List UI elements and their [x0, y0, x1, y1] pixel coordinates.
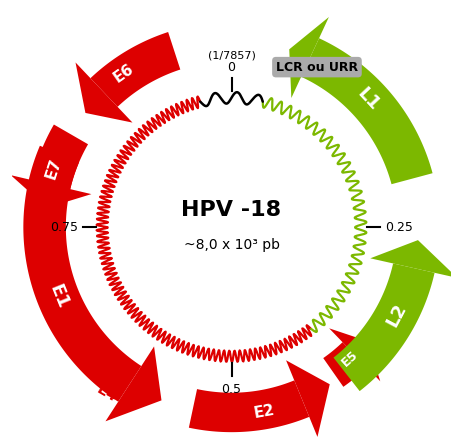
Polygon shape	[90, 32, 180, 107]
Text: E2: E2	[252, 403, 276, 421]
Polygon shape	[11, 175, 91, 208]
Polygon shape	[106, 347, 162, 421]
Polygon shape	[370, 240, 457, 278]
Text: E6: E6	[111, 61, 137, 86]
Text: LCR ou URR: LCR ou URR	[276, 60, 358, 74]
Text: E5: E5	[339, 348, 361, 370]
Polygon shape	[32, 124, 88, 189]
Text: L1: L1	[353, 85, 383, 115]
Polygon shape	[75, 63, 132, 123]
Polygon shape	[333, 263, 435, 391]
Text: (1/7857): (1/7857)	[207, 51, 256, 60]
Text: 0.5: 0.5	[221, 383, 242, 396]
Text: E4: E4	[94, 382, 119, 405]
Polygon shape	[329, 328, 380, 381]
Text: HPV -18: HPV -18	[181, 199, 282, 220]
Text: E1: E1	[45, 282, 71, 312]
Polygon shape	[301, 38, 432, 184]
Polygon shape	[323, 342, 367, 387]
Polygon shape	[23, 146, 141, 402]
Polygon shape	[286, 360, 330, 437]
Text: ~8,0 x 10³ pb: ~8,0 x 10³ pb	[183, 238, 280, 252]
Polygon shape	[189, 381, 309, 432]
Text: 0: 0	[227, 61, 236, 74]
Polygon shape	[289, 17, 329, 98]
Text: E7: E7	[43, 157, 63, 181]
Text: 0.75: 0.75	[50, 220, 78, 234]
Text: L2: L2	[383, 300, 410, 329]
Text: 0.25: 0.25	[385, 220, 413, 234]
